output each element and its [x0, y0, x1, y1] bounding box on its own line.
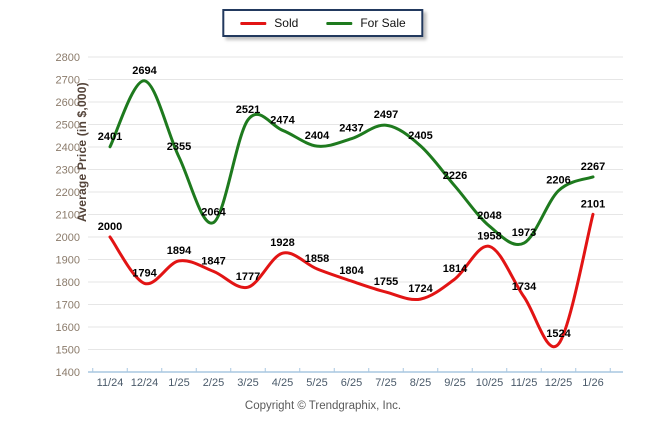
svg-text:2300: 2300 — [56, 165, 80, 177]
svg-text:5/25: 5/25 — [306, 377, 327, 389]
svg-text:12/24: 12/24 — [131, 377, 159, 389]
for-sale-line-swatch — [326, 21, 353, 25]
svg-text:2267: 2267 — [581, 161, 605, 173]
svg-text:2800: 2800 — [56, 52, 80, 64]
legend-item-sold: Sold — [240, 16, 298, 30]
legend-label-for-sale: For Sale — [360, 16, 406, 30]
svg-text:2355: 2355 — [167, 141, 191, 153]
legend-label-sold: Sold — [274, 16, 299, 30]
svg-text:1928: 1928 — [270, 237, 294, 249]
svg-text:2700: 2700 — [56, 75, 80, 87]
svg-text:1800: 1800 — [56, 277, 80, 289]
svg-text:2206: 2206 — [546, 175, 570, 187]
svg-text:2405: 2405 — [408, 130, 432, 142]
sold-line-swatch — [240, 21, 267, 25]
svg-text:7/25: 7/25 — [375, 377, 396, 389]
svg-text:4/25: 4/25 — [272, 377, 293, 389]
svg-text:2101: 2101 — [581, 198, 605, 210]
svg-text:2064: 2064 — [201, 207, 226, 219]
svg-text:2200: 2200 — [56, 187, 80, 199]
svg-text:2/25: 2/25 — [203, 377, 224, 389]
svg-text:1400: 1400 — [56, 367, 80, 379]
svg-text:2500: 2500 — [56, 120, 80, 132]
svg-text:2048: 2048 — [477, 210, 501, 222]
svg-text:1/26: 1/26 — [582, 377, 603, 389]
svg-text:2226: 2226 — [443, 170, 467, 182]
copyright-text: Copyright © Trendgraphix, Inc. — [244, 400, 402, 412]
svg-text:1/25: 1/25 — [168, 377, 189, 389]
svg-text:2000: 2000 — [56, 232, 80, 244]
svg-text:1755: 1755 — [374, 276, 398, 288]
svg-text:2600: 2600 — [56, 97, 80, 109]
svg-text:2404: 2404 — [305, 130, 330, 142]
svg-text:1847: 1847 — [201, 255, 225, 267]
svg-text:6/25: 6/25 — [341, 377, 362, 389]
svg-text:3/25: 3/25 — [237, 377, 258, 389]
svg-text:1900: 1900 — [56, 255, 80, 267]
svg-text:1814: 1814 — [443, 263, 468, 275]
svg-text:8/25: 8/25 — [410, 377, 431, 389]
svg-text:1804: 1804 — [339, 265, 364, 277]
svg-text:1724: 1724 — [408, 283, 433, 295]
svg-text:2437: 2437 — [339, 123, 363, 135]
svg-text:1894: 1894 — [167, 245, 192, 257]
y-axis-title: Average Price (in $,000) — [74, 82, 89, 222]
svg-text:1734: 1734 — [512, 281, 537, 293]
svg-text:2400: 2400 — [56, 142, 80, 154]
svg-text:1973: 1973 — [512, 227, 536, 239]
svg-text:1600: 1600 — [56, 322, 80, 334]
svg-text:1858: 1858 — [305, 253, 329, 265]
svg-text:2000: 2000 — [98, 221, 122, 233]
svg-text:12/25: 12/25 — [545, 377, 573, 389]
svg-text:1777: 1777 — [236, 271, 260, 283]
svg-text:1700: 1700 — [56, 300, 80, 312]
svg-text:11/25: 11/25 — [511, 377, 538, 389]
svg-text:9/25: 9/25 — [444, 377, 465, 389]
svg-text:2100: 2100 — [56, 210, 80, 222]
svg-text:1794: 1794 — [132, 267, 157, 279]
svg-text:10/25: 10/25 — [476, 377, 504, 389]
legend: Sold For Sale — [222, 9, 424, 37]
svg-text:1524: 1524 — [546, 328, 571, 340]
svg-text:2401: 2401 — [98, 131, 122, 143]
legend-item-for-sale: For Sale — [326, 16, 406, 30]
svg-text:11/24: 11/24 — [97, 377, 124, 389]
svg-text:1958: 1958 — [477, 230, 501, 242]
svg-text:2497: 2497 — [374, 109, 398, 121]
svg-text:1500: 1500 — [56, 345, 80, 357]
svg-text:2694: 2694 — [132, 65, 157, 77]
svg-text:2474: 2474 — [270, 114, 295, 126]
svg-text:2521: 2521 — [236, 104, 260, 116]
